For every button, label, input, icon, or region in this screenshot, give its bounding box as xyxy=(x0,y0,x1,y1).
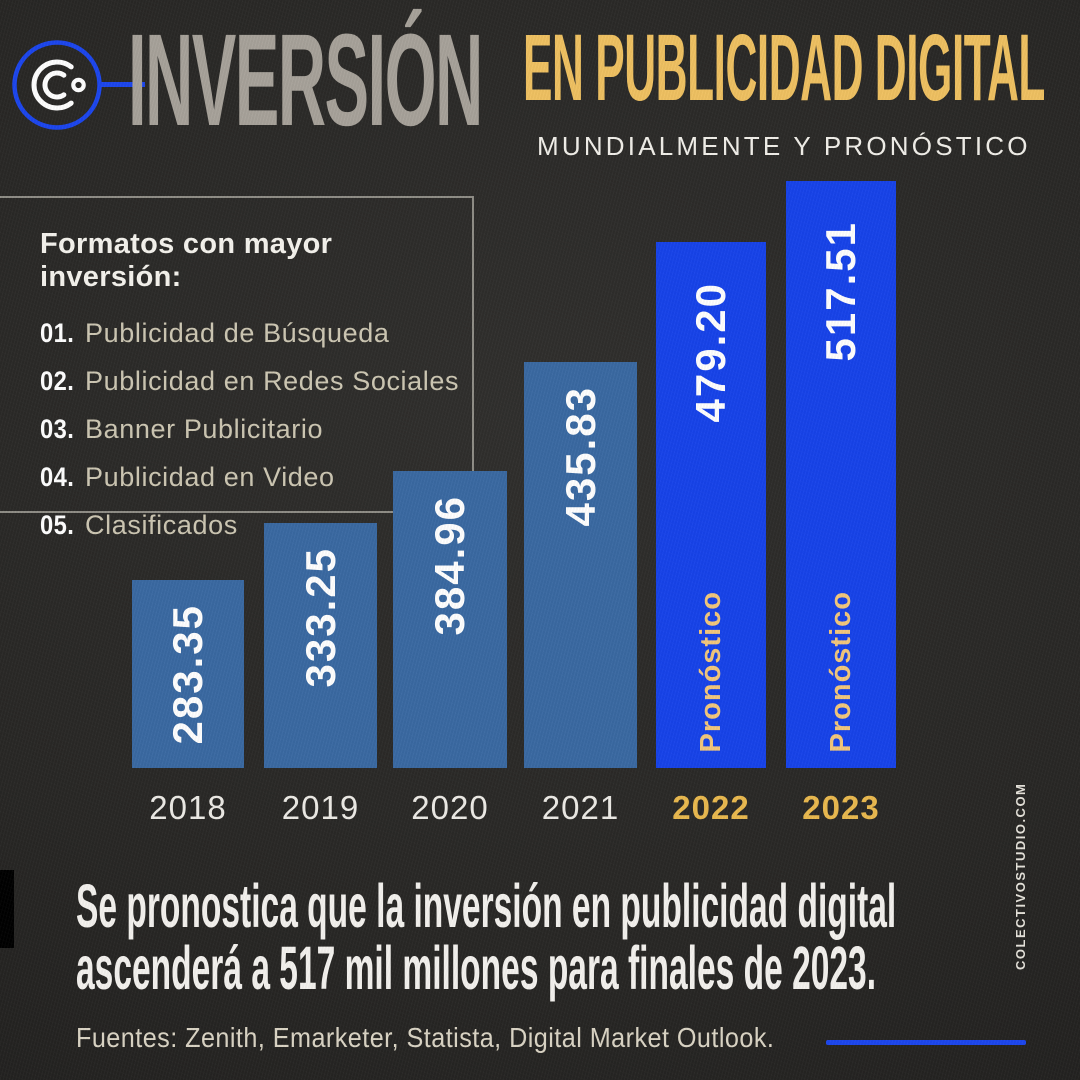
sources-text: Fuentes: Zenith, Emarketer, Statista, Di… xyxy=(76,1022,775,1053)
chart-bar-2018: 283.35 xyxy=(132,580,244,768)
chart-bar-2019: 333.25 xyxy=(264,523,377,768)
format-item-number: 05. xyxy=(40,510,75,540)
summary-line-1: Se pronostica que la inversión en public… xyxy=(76,872,897,940)
formats-box: Formatos con mayor inversión: 01. Publici… xyxy=(0,196,474,540)
format-item-label: Banner Publicitario xyxy=(85,414,324,444)
summary-line-2: ascenderá a 517 mil millones para finale… xyxy=(76,934,877,1003)
bar-forecast-tag: Pronóstico xyxy=(824,590,857,752)
bar-value-label: 384.96 xyxy=(426,495,473,636)
formats-heading: Formatos con mayor inversión: xyxy=(40,228,333,293)
colectivo-logo-icon xyxy=(12,40,102,130)
formats-list: 01. Publicidad de Búsqueda 02. Publicidad e… xyxy=(40,318,472,541)
format-item: 01. Publicidad de Búsqueda xyxy=(40,318,472,349)
format-item-number: 02. xyxy=(40,366,75,396)
format-item-label: Clasificados xyxy=(85,510,238,540)
page-title: INVERSIÓN xyxy=(128,6,483,153)
site-watermark: COLECTIVOSTUDIO.COM xyxy=(1013,782,1028,970)
x-axis-label-2019: 2019 xyxy=(281,789,360,826)
summary-text: Se pronostica que la inversión en public… xyxy=(76,872,897,1003)
bar-value-label: 333.25 xyxy=(296,547,344,688)
x-axis-label-2022: 2022 xyxy=(672,789,750,826)
page-subtitle: MUNDIALMENTE Y PRONÓSTICO xyxy=(537,131,1031,161)
chart-bar-2023: 517.51 Pronóstico xyxy=(786,181,896,768)
accent-rule xyxy=(826,1040,1026,1045)
format-item-label: Publicidad en Redes Sociales xyxy=(85,366,460,396)
format-item: 02. Publicidad en Redes Sociales xyxy=(40,366,472,397)
bar-value-label: 435.83 xyxy=(556,386,604,527)
bar-forecast-tag: Pronóstico xyxy=(694,590,727,752)
x-axis-label-2018: 2018 xyxy=(149,789,227,826)
format-item-number: 01. xyxy=(40,318,75,348)
logo-connector-line xyxy=(99,82,145,87)
x-axis-label-2020: 2020 xyxy=(411,789,489,826)
format-item-number: 04. xyxy=(40,462,75,492)
bar-value-label: 479.20 xyxy=(687,282,734,423)
page-title-highlight: EN PUBLICIDAD DIGITAL xyxy=(523,15,1045,121)
chart-bar-2022: 479.20 Pronóstico xyxy=(656,242,766,768)
format-item: 05. Clasificados xyxy=(40,510,472,541)
format-item-label: Publicidad de Búsqueda xyxy=(85,318,390,348)
format-item-number: 03. xyxy=(40,414,75,444)
bar-value-label: 517.51 xyxy=(817,221,864,362)
x-axis-label-2021: 2021 xyxy=(541,789,620,826)
format-item: 04. Publicidad en Video xyxy=(40,462,472,493)
format-item: 03. Banner Publicitario xyxy=(40,414,472,445)
format-item-label: Publicidad en Video xyxy=(85,462,335,492)
x-axis-label-2023: 2023 xyxy=(802,789,880,826)
chart-bar-2021: 435.83 xyxy=(524,362,637,768)
chart-bar-2020: 384.96 xyxy=(393,471,507,768)
bar-value-label: 283.35 xyxy=(164,604,211,745)
edge-black-tab xyxy=(0,870,14,948)
